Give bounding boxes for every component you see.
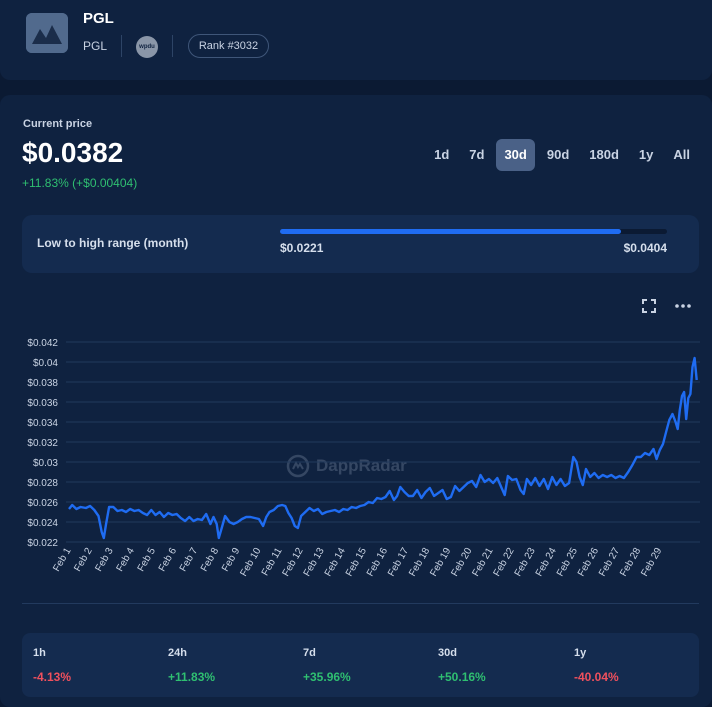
stat-value: -40.04% [574,670,619,684]
y-tick-label: $0.022 [27,538,58,549]
period-button-1d[interactable]: 1d [434,147,450,162]
stat-30d: 30d +50.16% [438,647,486,684]
divider [121,35,122,57]
y-tick-label: $0.024 [27,518,58,529]
period-button-30d[interactable]: 30d [496,139,535,171]
price-change-stats: 1h -4.13% 24h +11.83% 7d +35.96% 30d +50.16% 1y -… [22,633,699,697]
price-card: Current price $0.0382 +11.83% (+$0.00404… [0,95,712,707]
stat-value: +11.83% [168,670,216,684]
expand-icon[interactable] [640,297,658,315]
period-button-all[interactable]: All [673,147,690,162]
y-tick-label: $0.036 [27,398,58,409]
stat-label: 30d [438,647,457,659]
x-tick-label: Feb 1 [51,546,74,574]
x-tick-label: Feb 2 [72,546,95,574]
y-tick-label: $0.032 [27,438,58,449]
watermark-text: DappRadar [316,456,407,475]
y-tick-label: $0.042 [27,338,58,349]
stat-label: 7d [303,647,316,659]
y-tick-label: $0.04 [33,358,58,369]
dappradar-watermark: DappRadar [286,453,436,479]
token-header-card: PGL PGL wpdu Rank #3032 [0,0,712,80]
x-tick-label: Feb 6 [157,546,180,574]
stat-value: +50.16% [438,670,486,684]
stat-1y: 1y -40.04% [574,647,619,684]
period-selector: 1d 7d 30d 90d 180d 1y All [426,139,698,171]
period-button-1y[interactable]: 1y [638,147,654,162]
chart-divider [22,603,699,604]
price-chart[interactable]: DappRadar $0.022 $0.024 $0.026 $0.028 $0.03 $… [0,320,712,590]
y-tick-label: $0.038 [27,378,58,389]
stat-value: +35.96% [303,670,351,684]
stat-label: 1h [33,647,46,659]
dappradar-logo-icon [286,454,310,478]
x-tick-label: Feb 5 [136,546,159,574]
range-label: Low to high range (month) [37,236,189,250]
y-tick-label: $0.034 [27,418,58,429]
stat-label: 1y [574,647,587,659]
token-logo-icon [26,13,68,53]
token-symbol: PGL [83,39,108,53]
chart-svg: $0.022 $0.024 $0.026 $0.028 $0.03 $0.032 $0.03… [27,338,700,579]
y-tick-label: $0.03 [33,458,58,469]
range-bar [280,229,667,234]
stat-1h: 1h -4.13% [33,647,71,684]
token-title: PGL [83,10,114,27]
x-tick-label: Feb 29 [639,546,664,579]
stat-label: 24h [168,647,187,659]
x-tick-label: Feb 10 [238,546,263,579]
period-button-90d[interactable]: 90d [546,147,570,162]
chain-icon[interactable]: wpdu [136,36,158,58]
range-high: $0.0404 [623,241,667,255]
rank-badge[interactable]: Rank #3032 [188,34,269,58]
x-tick-label: Feb 4 [115,546,138,574]
stat-value: -4.13% [33,670,72,684]
divider [172,35,173,57]
current-price: $0.0382 [22,137,124,168]
x-tick-label: Feb 9 [220,546,243,574]
range-low: $0.0221 [280,241,324,255]
range-bar-fill [280,229,621,234]
y-tick-label: $0.028 [27,478,58,489]
price-line [68,356,698,540]
range-card: Low to high range (month) $0.0221 $0.040… [22,215,699,273]
more-icon[interactable] [672,297,694,315]
current-price-label: Current price [23,118,93,130]
period-button-7d[interactable]: 7d [469,147,485,162]
price-change: +11.83% (+$0.00404) [22,176,138,190]
stat-24h: 24h +11.83% [168,647,215,684]
x-tick-label: Feb 3 [93,546,116,574]
stat-7d: 7d +35.96% [303,647,351,684]
x-tick-label: Feb 8 [199,546,222,574]
period-button-180d[interactable]: 180d [589,147,619,162]
x-tick-label: Feb 7 [178,546,201,574]
y-tick-label: $0.026 [27,498,58,509]
